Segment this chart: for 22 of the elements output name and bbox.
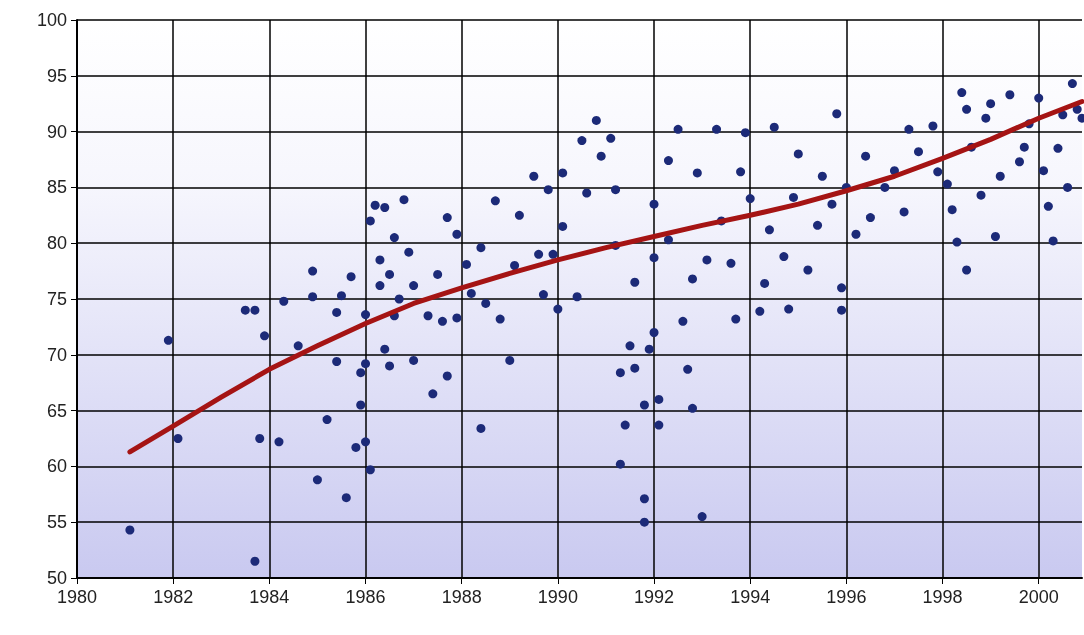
y-tick-label: 50 xyxy=(46,568,67,588)
y-tick-label: 75 xyxy=(46,289,67,309)
x-tick-label: 1996 xyxy=(826,587,867,607)
x-tick-label: 2000 xyxy=(1018,587,1059,607)
x-tick-label: 1982 xyxy=(153,587,194,607)
y-tick-label: 95 xyxy=(46,65,67,86)
x-tick-label: 1994 xyxy=(730,587,771,607)
x-tick-label: 1988 xyxy=(441,587,482,607)
x-tick-label: 1990 xyxy=(537,587,578,607)
x-tick-label: 1980 xyxy=(56,587,98,607)
x-tick-label: 1992 xyxy=(634,587,675,607)
y-tick-label: 55 xyxy=(46,512,67,533)
y-tick-label: 85 xyxy=(46,177,67,198)
y-tick-label: 65 xyxy=(46,400,67,421)
y-tick-label: 90 xyxy=(46,121,67,142)
y-tick-label: 60 xyxy=(46,456,67,477)
y-tick-label: 100 xyxy=(36,10,67,30)
y-tick-label: 80 xyxy=(46,233,67,254)
y-tick-label: 70 xyxy=(46,344,67,365)
x-tick-label: 1984 xyxy=(249,587,290,607)
x-tick-label: 1998 xyxy=(922,587,963,607)
x-tick-label: 1986 xyxy=(345,587,386,607)
